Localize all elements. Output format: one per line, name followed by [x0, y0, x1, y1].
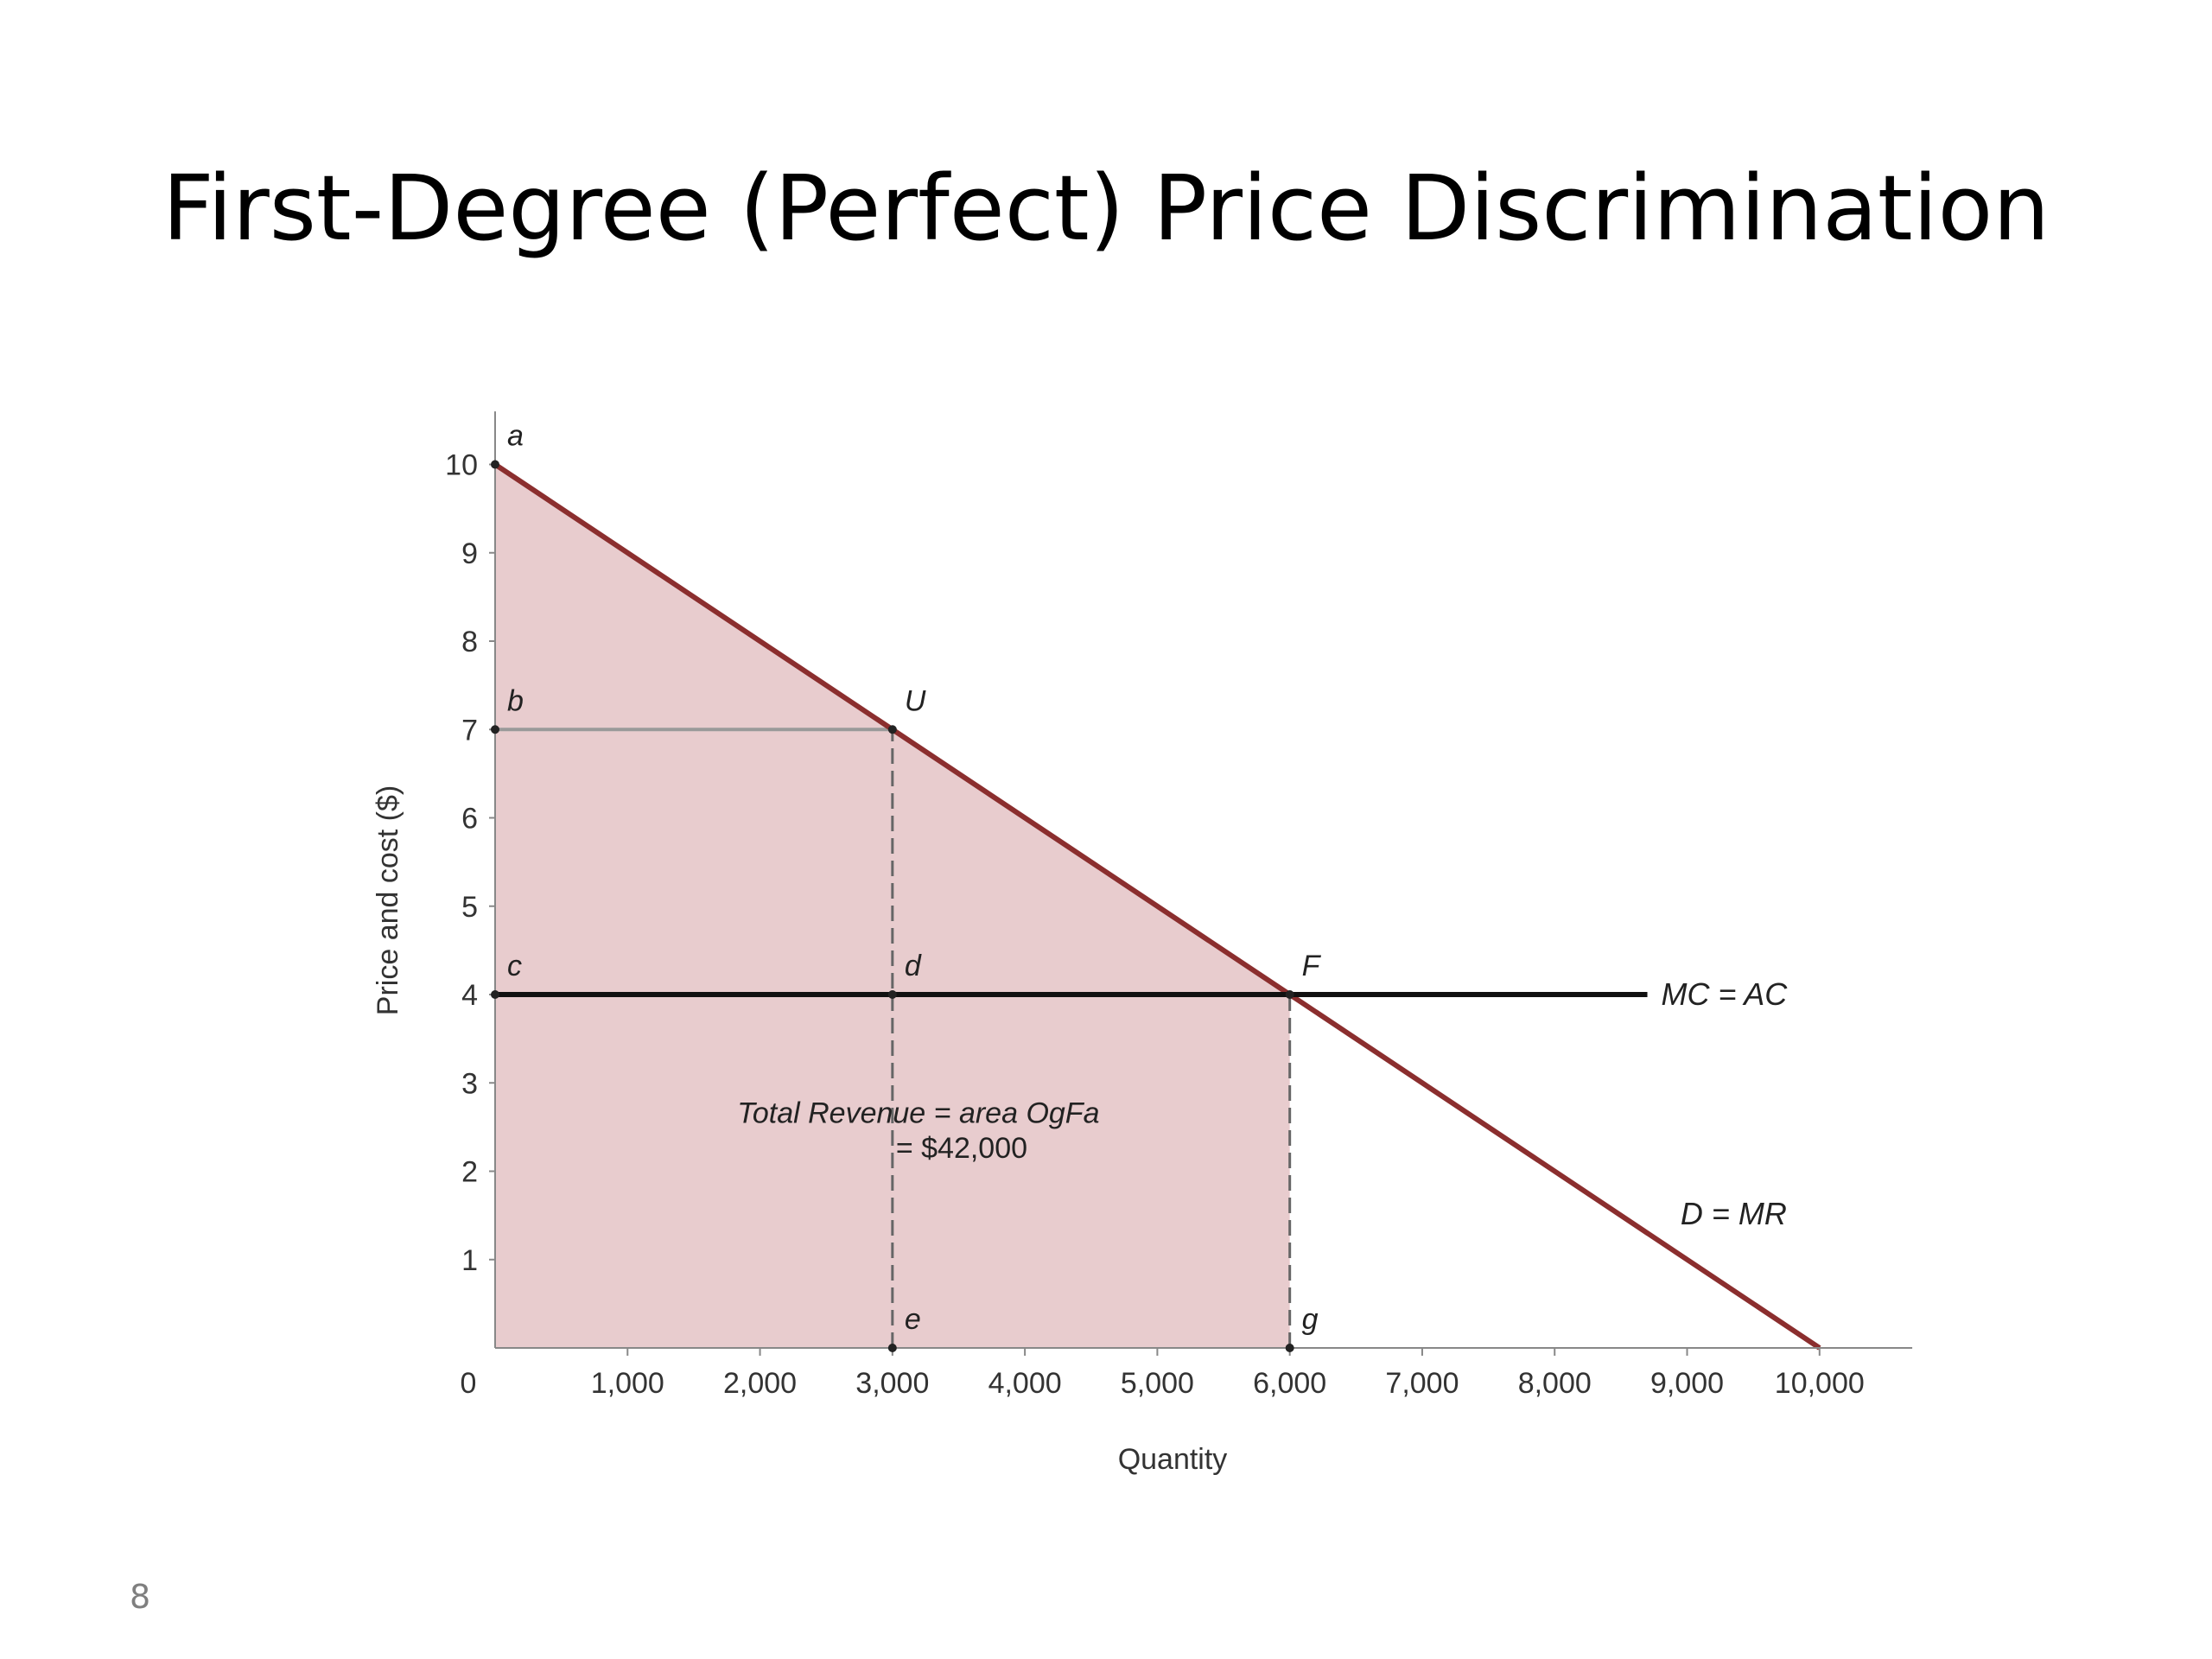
y-tick-label-2: 2 [461, 1156, 478, 1189]
slide-title: First-Degree (Perfect) Price Discriminat… [162, 156, 2050, 261]
point-d [887, 990, 897, 999]
x-tick-label-8000: 8,000 [1518, 1367, 1592, 1400]
point-g [1285, 1344, 1294, 1352]
x-tick-label-1000: 1,000 [591, 1367, 664, 1400]
page-number: 8 [130, 1578, 151, 1616]
point-a [491, 460, 499, 469]
annotation-2: = $42,000 [896, 1132, 1027, 1165]
y-axis-title: Price and cost ($) [372, 785, 404, 1015]
x-tick-label-9000: 9,000 [1650, 1367, 1724, 1400]
y-tick-label-3: 3 [461, 1067, 478, 1100]
y-tick-label-7: 7 [461, 714, 478, 747]
annotation-1: Total Revenue = area OgFa [737, 1096, 1099, 1129]
point-label-c: c [507, 950, 522, 982]
y-tick-label-9: 9 [461, 537, 478, 570]
tick-labels-layer: 1,000 2,000 3,000 4,000 5,000 6,000 7,000 8,000… [445, 449, 1865, 1401]
x-tick-label-6000: 6,000 [1253, 1367, 1326, 1400]
axes-layer [494, 411, 1913, 1349]
x-tick-label-5000: 5,000 [1121, 1367, 1194, 1400]
point-label-a: a [507, 420, 524, 453]
x-tick-label-7000: 7,000 [1385, 1367, 1459, 1400]
x-tick-label-10000: 10,000 [1775, 1367, 1865, 1400]
y-tick-label-10: 10 [445, 449, 478, 482]
x-tick-label-2000: 2,000 [723, 1367, 797, 1400]
curve-label-d-mr: D = MR [1681, 1196, 1787, 1231]
series-lines-layer [493, 462, 1821, 1351]
x-axis-title: Quantity [1118, 1443, 1228, 1476]
point-c [491, 990, 499, 999]
point-label-e: e [905, 1303, 921, 1336]
series-d-mr [493, 462, 1821, 1351]
x-tick-label-4000: 4,000 [988, 1367, 1062, 1400]
point-U [887, 725, 897, 734]
points-layer [491, 460, 1294, 1352]
point-F [1285, 990, 1294, 999]
guide-lines-layer [495, 728, 1292, 1348]
y-tick-label-5: 5 [461, 891, 478, 924]
point-label-b: b [507, 684, 524, 717]
curve-label-mc-ac: MC = AC [1662, 976, 1789, 1012]
point-b [491, 725, 499, 734]
point-label-U: U [905, 684, 926, 717]
y-tick-label-6: 6 [461, 803, 478, 836]
point-label-F: F [1302, 950, 1322, 982]
origin-label: 0 [461, 1367, 477, 1400]
point-e [887, 1344, 897, 1352]
labels-layer: a b Uc d Fe g D = MR MC = AC Total Revenue = are… [507, 420, 1788, 1337]
y-tick-label-4: 4 [461, 979, 478, 1012]
point-label-g: g [1302, 1303, 1319, 1336]
y-tick-label-8: 8 [461, 626, 478, 658]
y-tick-label-1: 1 [461, 1244, 478, 1277]
x-tick-label-3000: 3,000 [855, 1367, 929, 1400]
point-label-d: d [905, 950, 922, 982]
